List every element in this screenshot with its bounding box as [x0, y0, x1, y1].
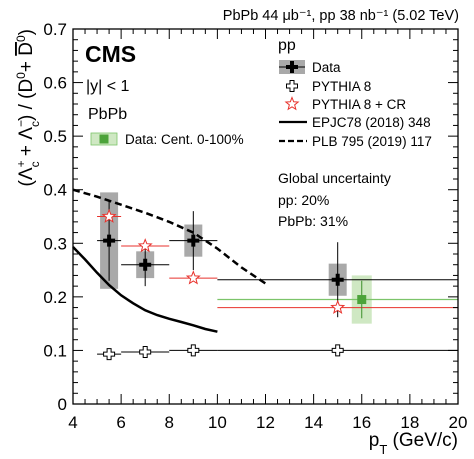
legend-pp-item: Data: [312, 60, 341, 75]
legend: pp Data PYTHIA 8 PYTHIA 8 + CR EPJC78 (2018)…: [88, 37, 432, 149]
pbpb-data-point: [357, 295, 367, 305]
pythia8-cr-point: [330, 299, 346, 314]
legend-pp-item: PYTHIA 8: [312, 79, 371, 94]
y-axis-title: (Λ+c + Λ−c) / (D0+ D0): [14, 29, 42, 186]
pp-data-point: [103, 234, 116, 247]
legend-pp-item: PYTHIA 8 + CR: [312, 97, 406, 112]
global-uncertainty-line: PbPb: 31%: [278, 213, 348, 229]
x-tick-label: 12: [256, 413, 275, 432]
experiment-label: CMS: [85, 41, 136, 67]
x-tick-label: 20: [449, 413, 468, 432]
pythia8-cr-point: [101, 208, 117, 223]
x-tick-label: 10: [208, 413, 227, 432]
rapidity-label: |y| < 1: [86, 78, 130, 95]
data-markers: [101, 208, 367, 361]
pythia8-point: [331, 344, 344, 357]
x-tick-label: 14: [304, 413, 323, 432]
pythia8-point: [103, 348, 116, 361]
global-uncertainty-line: pp: 20%: [278, 192, 329, 208]
legend-pbpb-marker: [99, 134, 109, 144]
y-tick-label: 0.5: [43, 127, 67, 146]
epjc78-curve: [72, 246, 218, 333]
legend-pythia8-cr-marker: [284, 96, 300, 111]
chart-labels: PbPb 44 μb⁻¹, pp 38 nb⁻¹ (5.02 TeV) pT (G…: [14, 8, 459, 457]
global-uncertainty-title: Global uncertainty: [278, 170, 391, 186]
x-axis-title: pT (GeV/c): [369, 430, 458, 457]
x-tick-label: 6: [116, 413, 125, 432]
pythia8-point: [187, 344, 200, 357]
pythia8-cr-point: [137, 238, 153, 253]
pp-data-point: [331, 273, 344, 286]
legend-pbpb-item: Data: Cent. 0-100%: [125, 132, 244, 147]
pp-data-point: [187, 234, 200, 247]
pythia8-point: [139, 346, 152, 359]
pp-data-point: [139, 258, 152, 271]
axes-frame: 4 6 8 10 12 14 16 18 20 0 0.1 0.2 0.3 0.4 0.5 0.6 0.7: [43, 20, 467, 432]
legend-pp-item: EPJC78 (2018) 348: [312, 115, 431, 130]
y-tick-label: 0.3: [43, 234, 67, 253]
y-tick-label: 0.1: [43, 341, 67, 360]
legend-pbpb-title: PbPb: [88, 106, 127, 123]
legend-data-marker: [286, 61, 298, 73]
y-tick-label: 0.4: [43, 181, 67, 200]
legend-pp-item: PLB 795 (2019) 117: [312, 134, 432, 149]
x-tick-label: 18: [400, 413, 419, 432]
plot-frame: [72, 28, 459, 405]
y-tick-label: 0.6: [43, 74, 67, 93]
pythia8-cr-point: [185, 270, 201, 285]
y-tick-label: 0.2: [43, 288, 67, 307]
y-tick-label: 0: [58, 395, 67, 414]
plb795-curve: [72, 188, 267, 285]
legend-pythia8-marker: [286, 80, 298, 92]
legend-pp-title: pp: [278, 37, 296, 54]
x-tick-label: 4: [68, 413, 77, 432]
theory-curves: [72, 188, 267, 333]
header-lumi: PbPb 44 μb⁻¹, pp 38 nb⁻¹ (5.02 TeV): [223, 8, 459, 24]
x-tick-label: 8: [165, 413, 174, 432]
y-tick-label: 0.7: [43, 20, 67, 39]
x-tick-label: 16: [352, 413, 371, 432]
